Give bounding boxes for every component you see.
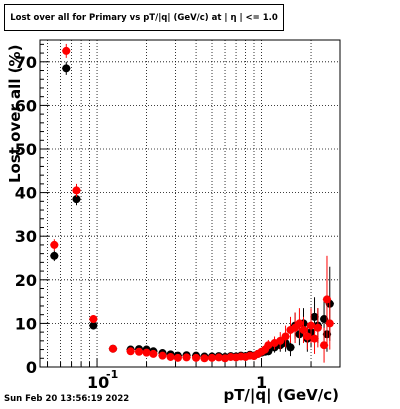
- data-point: [276, 336, 285, 345]
- plot-frame: [39, 39, 341, 368]
- y-axis-title: Lost over all (%): [6, 45, 24, 183]
- data-point: [142, 348, 151, 357]
- y-tick-label: 70: [15, 53, 37, 72]
- data-point: [310, 312, 319, 321]
- chart-title: Lost over all for Primary vs pT/|q| (GeV…: [10, 12, 278, 23]
- data-point: [214, 353, 223, 362]
- x-tick-label: 1: [256, 373, 267, 392]
- axis-ticks: [40, 43, 341, 368]
- x-tick-labels: 10-1 1: [87, 368, 267, 392]
- y-tick-label: 10: [15, 314, 37, 333]
- data-point: [295, 319, 304, 328]
- x-tick-label: 10: [87, 373, 109, 392]
- data-point: [126, 347, 135, 356]
- data-point: [149, 349, 158, 358]
- y-tick-label: 40: [15, 184, 37, 203]
- data-point: [310, 334, 319, 343]
- data-point: [313, 323, 322, 332]
- data-point: [173, 353, 182, 362]
- data-point: [286, 343, 295, 352]
- data-point: [281, 332, 290, 341]
- data-point: [72, 186, 81, 195]
- data-point: [299, 325, 308, 334]
- series-layer: [50, 43, 334, 363]
- data-point: [89, 315, 98, 324]
- data-point: [50, 251, 59, 260]
- data-point: [320, 341, 329, 350]
- data-point: [200, 354, 209, 363]
- data-point: [108, 344, 117, 353]
- x-axis-title: pT/|q| (GeV/c): [223, 386, 339, 405]
- y-tick-label: 50: [15, 140, 37, 159]
- data-point: [307, 321, 316, 330]
- y-tick-label: 60: [15, 96, 37, 115]
- data-point: [182, 353, 191, 362]
- data-point: [166, 352, 175, 361]
- data-point: [192, 353, 201, 362]
- data-point: [303, 332, 312, 341]
- y-tick-labels: 0 10 20 30 40 50 60 70: [15, 53, 37, 377]
- data-point: [158, 351, 167, 360]
- y-tick-label: 30: [15, 227, 37, 246]
- data-point: [50, 240, 59, 249]
- timestamp: Sun Feb 20 13:56:19 2022: [4, 394, 130, 404]
- data-point: [62, 46, 71, 55]
- series-2: [50, 43, 334, 363]
- data-point: [72, 195, 81, 204]
- y-tick-label: 20: [15, 271, 37, 290]
- data-point: [89, 321, 98, 330]
- x-tick-exponent: -1: [106, 368, 118, 381]
- data-point: [208, 353, 217, 362]
- data-point: [62, 64, 71, 73]
- data-point: [322, 295, 331, 304]
- data-point: [264, 341, 273, 350]
- y-tick-label: 0: [26, 358, 37, 377]
- data-point: [325, 319, 334, 328]
- data-point: [320, 315, 329, 324]
- data-point: [135, 347, 144, 356]
- chart-title-box: Lost over all for Primary vs pT/|q| (GeV…: [4, 4, 284, 31]
- grid-lines: [40, 40, 341, 367]
